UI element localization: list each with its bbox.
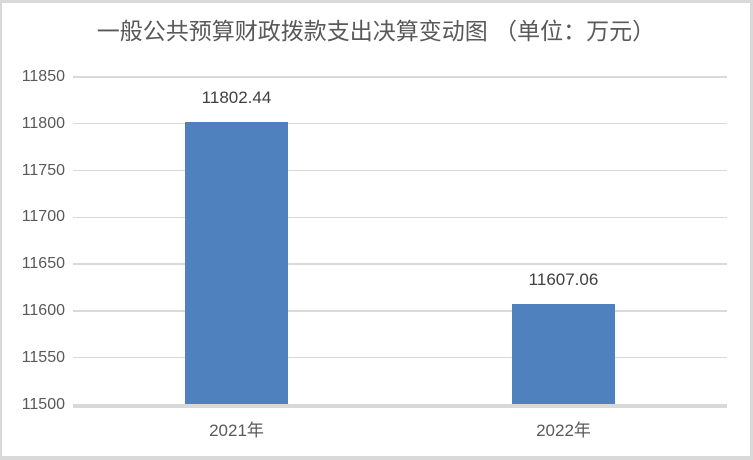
gridline	[73, 403, 727, 406]
chart-title: 一般公共预算财政拨款支出决算变动图 （单位：万元）	[96, 18, 656, 44]
gridline	[73, 123, 727, 125]
gridline	[73, 76, 727, 78]
gridline	[73, 169, 727, 172]
bar-value-label: 11802.44	[201, 87, 272, 107]
y-tick-label: 11600	[21, 301, 65, 319]
bar	[512, 304, 615, 405]
y-tick-label: 11800	[21, 114, 65, 132]
x-tick-label: 2021年	[209, 420, 264, 440]
gridline	[73, 216, 727, 219]
y-tick-label: 11650	[21, 255, 65, 273]
gridline	[73, 263, 727, 265]
y-tick-label: 11750	[21, 161, 65, 179]
gridline	[73, 310, 727, 312]
y-tick-label: 11850	[21, 68, 65, 85]
plot-area: 11850 11800 11750 11700 11650 11600 11550 11500…	[2, 3, 750, 456]
bar-value-label: 11607.06	[528, 270, 599, 290]
bar	[185, 121, 288, 405]
y-tick-label: 11550	[21, 348, 65, 366]
x-tick-label: 2022年	[536, 420, 591, 440]
y-tick-label: 11500	[21, 395, 65, 413]
y-tick-label: 11700	[21, 208, 65, 226]
gridline	[73, 357, 727, 359]
x-axis-line	[73, 405, 727, 409]
